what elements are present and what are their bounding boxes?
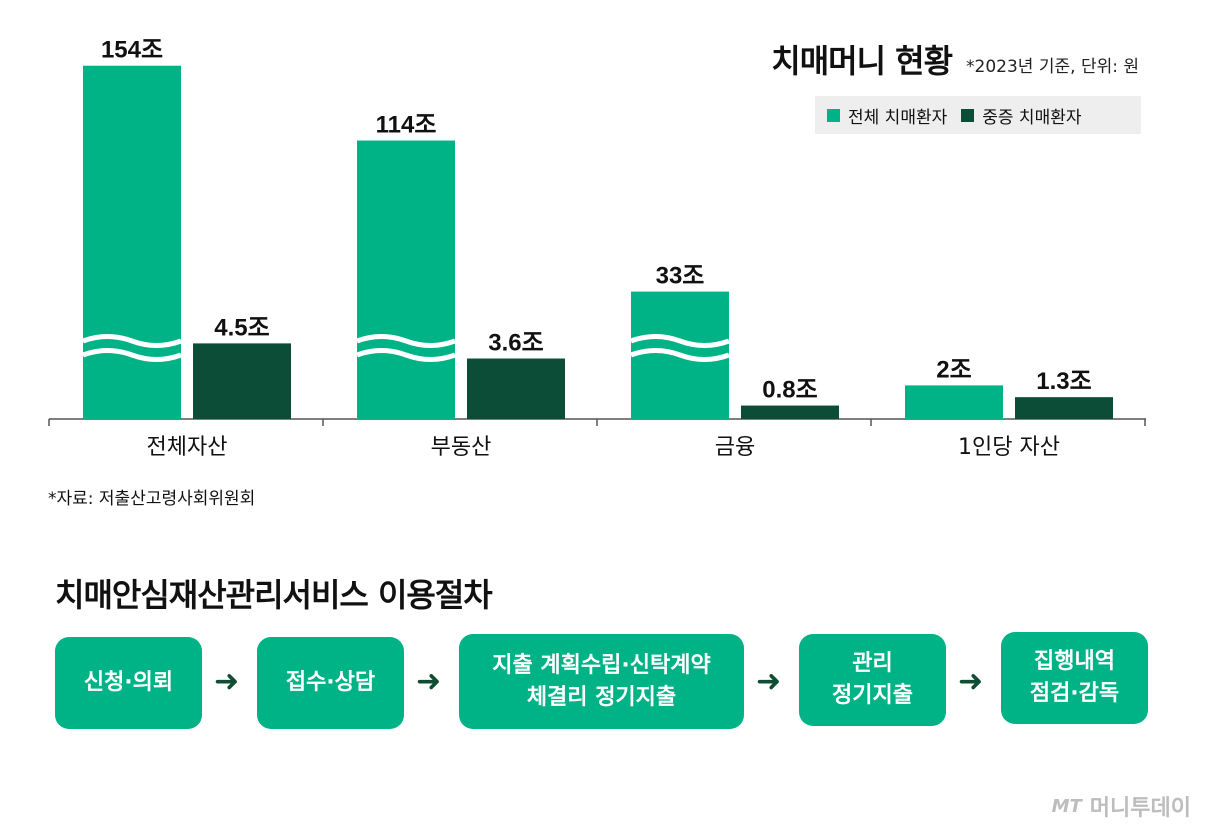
axis-break-wave — [630, 348, 730, 362]
axis-break-wave — [630, 334, 730, 348]
arrow-right-icon: ➜ — [416, 664, 442, 699]
legend-item-all: 전체 치매환자 — [827, 103, 947, 128]
chart-legend: 전체 치매환자 중증 치매환자 — [815, 96, 1141, 134]
data-label: 114조 — [376, 112, 437, 139]
legend-swatch-severe — [961, 108, 975, 122]
step-2: 접수·상담 — [257, 637, 404, 729]
data-label: 3.6조 — [488, 330, 543, 357]
step-4: 관리 정기지출 — [799, 634, 946, 726]
arrow-right-icon: ➜ — [214, 664, 240, 699]
bar-severe-patients — [467, 358, 565, 419]
category-label: 전체자산 — [147, 435, 228, 460]
data-label: 0.8조 — [762, 377, 817, 404]
watermark: MT 머니투데이 — [1052, 790, 1191, 822]
step-1: 신청·의뢰 — [55, 637, 202, 729]
legend-item-severe: 중증 치매환자 — [961, 103, 1082, 128]
axis-break-wave — [82, 348, 182, 362]
axis-break-wave — [356, 334, 456, 348]
legend-label-severe: 중증 치매환자 — [982, 107, 1082, 128]
legend-swatch-all — [827, 108, 840, 122]
bar-severe-patients — [1015, 397, 1113, 419]
data-label: 33조 — [656, 263, 705, 290]
watermark-mark: MT — [1051, 795, 1082, 817]
data-label: 4.5조 — [214, 314, 269, 341]
step-3: 지출 계획수립·신탁계약 체결리 정기지출 — [459, 634, 744, 729]
chart-subtitle: *2023년 기준, 단위: 원 — [966, 57, 1139, 77]
bar-all-patients — [83, 65, 181, 419]
process-title: 치매안심재산관리서비스 이용절차 — [55, 576, 493, 614]
axis-break-wave — [356, 348, 456, 362]
bar-severe-patients — [193, 343, 291, 419]
watermark-brand: 머니투데이 — [1089, 796, 1191, 821]
step-5: 집행내역 점검·감독 — [1001, 632, 1148, 724]
arrow-right-icon: ➜ — [756, 664, 782, 699]
category-label: 부동산 — [431, 435, 492, 460]
bar-all-patients — [905, 385, 1003, 419]
legend-label-all: 전체 치매환자 — [848, 107, 948, 128]
data-label: 1.3조 — [1036, 368, 1091, 395]
category-label: 금융 — [715, 435, 755, 460]
chart-title: 치매머니 현황 — [771, 42, 953, 80]
bar-severe-patients — [741, 405, 839, 419]
chart-title-block: 치매머니 현황 *2023년 기준, 단위: 원 — [771, 36, 1139, 82]
category-label: 1인당 자산 — [958, 435, 1060, 460]
data-label: 154조 — [101, 37, 163, 64]
arrow-right-icon: ➜ — [958, 664, 984, 699]
bar-all-patients — [357, 140, 455, 419]
axis-break-wave — [82, 334, 182, 348]
data-label: 2조 — [936, 356, 971, 383]
source-note: *자료: 저출산고령사회위원회 — [48, 489, 256, 509]
